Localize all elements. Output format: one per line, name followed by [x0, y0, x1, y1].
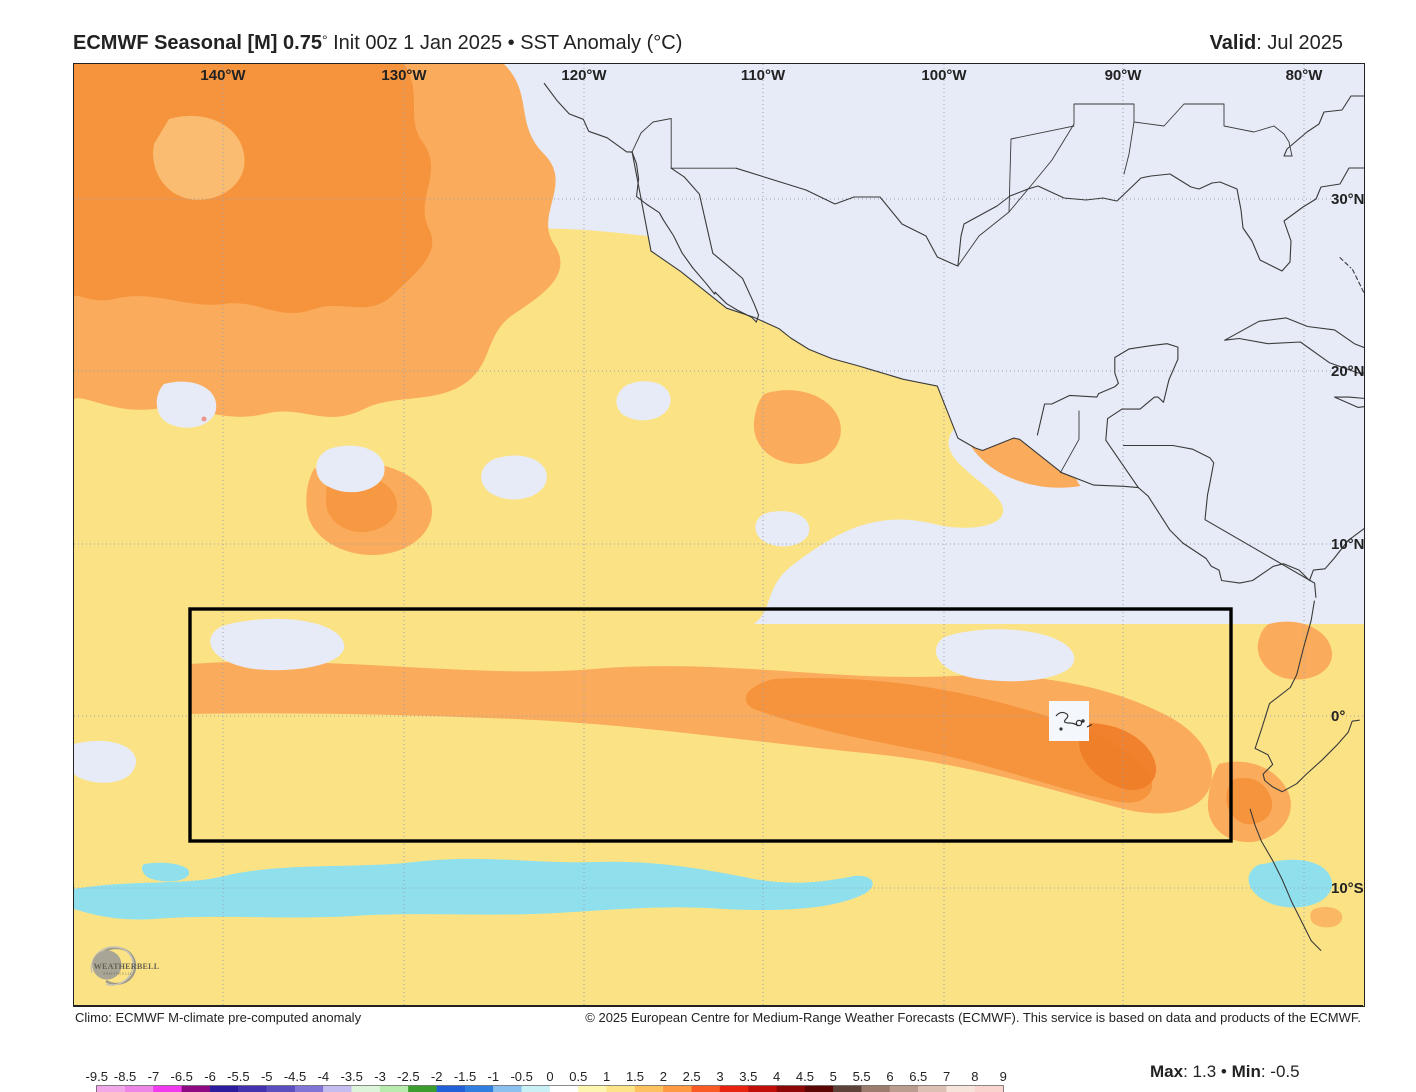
svg-text:4: 4 [773, 1069, 780, 1084]
svg-text:30°N: 30°N [1331, 191, 1364, 208]
svg-text:6.5: 6.5 [909, 1069, 927, 1084]
svg-text:ANALYTICS LLC: ANALYTICS LLC [103, 972, 133, 976]
svg-text:110°W: 110°W [741, 67, 786, 84]
svg-text:0°: 0° [1331, 708, 1345, 725]
svg-text:80°W: 80°W [1286, 67, 1324, 84]
svg-text:20°N: 20°N [1331, 363, 1364, 380]
svg-text:-5: -5 [261, 1069, 273, 1084]
svg-text:2: 2 [659, 1069, 666, 1084]
svg-text:-3: -3 [374, 1069, 386, 1084]
svg-text:1: 1 [603, 1069, 610, 1084]
svg-text:8: 8 [971, 1069, 978, 1084]
svg-text:-3.5: -3.5 [340, 1069, 362, 1084]
svg-text:-7: -7 [147, 1069, 159, 1084]
svg-text:9: 9 [999, 1069, 1006, 1084]
svg-text:6: 6 [886, 1069, 893, 1084]
svg-text:-4.5: -4.5 [284, 1069, 306, 1084]
svg-text:5.5: 5.5 [852, 1069, 870, 1084]
svg-text:-1: -1 [487, 1069, 499, 1084]
svg-text:-6.5: -6.5 [170, 1069, 192, 1084]
svg-text:-2.5: -2.5 [397, 1069, 419, 1084]
svg-text:140°W: 140°W [200, 67, 246, 84]
svg-text:0: 0 [546, 1069, 553, 1084]
svg-text:2.5: 2.5 [682, 1069, 700, 1084]
svg-text:90°W: 90°W [1105, 67, 1143, 84]
svg-text:-8.5: -8.5 [114, 1069, 136, 1084]
svg-text:10°S: 10°S [1331, 880, 1364, 897]
svg-text:0.5: 0.5 [569, 1069, 587, 1084]
svg-text:-9.5: -9.5 [85, 1069, 107, 1084]
svg-text:120°W: 120°W [561, 67, 607, 84]
svg-text:3.5: 3.5 [739, 1069, 757, 1084]
svg-text:-4: -4 [317, 1069, 329, 1084]
svg-text:-1.5: -1.5 [454, 1069, 476, 1084]
svg-text:-2: -2 [431, 1069, 443, 1084]
svg-text:1.5: 1.5 [626, 1069, 644, 1084]
svg-text:-6: -6 [204, 1069, 216, 1084]
svg-text:3: 3 [716, 1069, 723, 1084]
svg-text:7: 7 [943, 1069, 950, 1084]
svg-text:-0.5: -0.5 [510, 1069, 532, 1084]
svg-text:WEATHERBELL: WEATHERBELL [94, 962, 160, 971]
svg-text:4.5: 4.5 [796, 1069, 814, 1084]
svg-text:100°W: 100°W [921, 67, 967, 84]
svg-text:10°N: 10°N [1331, 536, 1364, 553]
svg-text:-5.5: -5.5 [227, 1069, 249, 1084]
svg-text:130°W: 130°W [381, 67, 427, 84]
svg-text:5: 5 [829, 1069, 836, 1084]
